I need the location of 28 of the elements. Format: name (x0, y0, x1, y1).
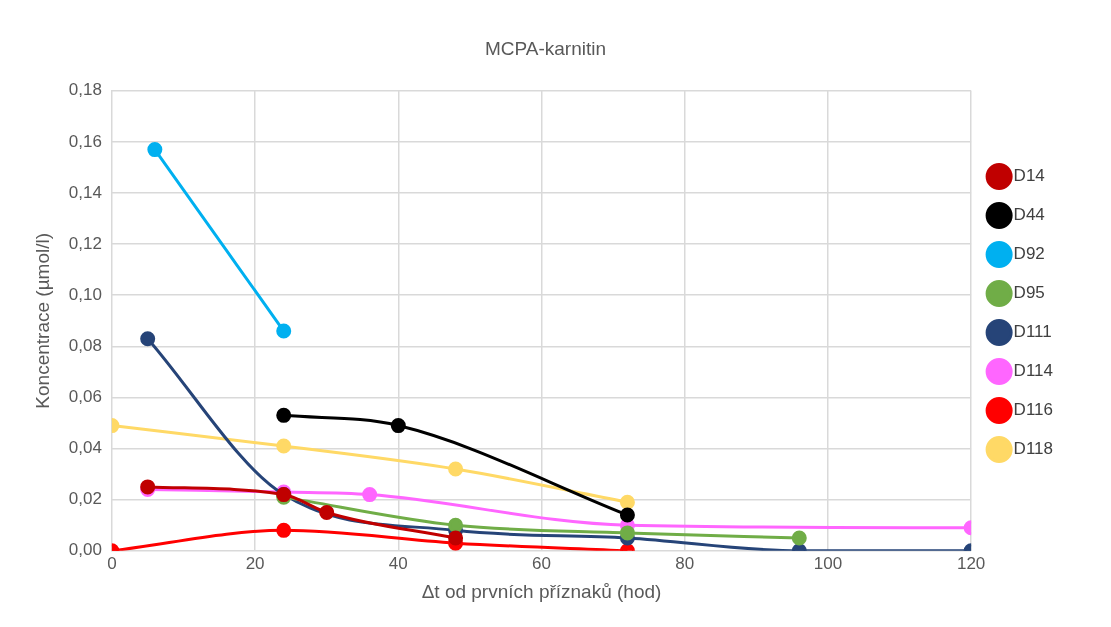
legend-label: D14 (1013, 166, 1045, 186)
y-axis-title: Koncentrace (µmol/l) (31, 232, 53, 409)
x-axis-title: Δt od prvních příznaků (hod) (421, 580, 662, 602)
y-tick-label: 0,18 (68, 80, 102, 100)
legend-label: D118 (1013, 439, 1054, 459)
legend-label: D116 (1013, 400, 1054, 420)
y-tick-label: 0,08 (68, 336, 102, 356)
y-tick-label: 0,00 (68, 540, 102, 560)
y-tick-label: 0,04 (68, 438, 102, 458)
x-tick-label: 0 (107, 553, 117, 573)
x-tick-label: 120 (956, 553, 986, 573)
x-tick-label: 20 (245, 553, 265, 573)
x-tick-label: 80 (675, 553, 695, 573)
y-tick-label: 0,10 (68, 284, 102, 304)
y-tick-label: 0,02 (68, 489, 102, 509)
legend-label: D114 (1013, 361, 1054, 381)
x-tick-label: 100 (813, 553, 843, 573)
y-tick-label: 0,06 (68, 387, 102, 407)
y-tick-label: 0,12 (68, 233, 102, 253)
legend-label: D44 (1013, 205, 1045, 225)
x-tick-label: 60 (532, 553, 551, 573)
legend-label: D111 (1013, 322, 1052, 342)
legend-label: D92 (1013, 244, 1045, 264)
y-tick-label: 0,16 (68, 131, 102, 151)
chart-title: MCPA-karnitin (484, 37, 607, 59)
legend-label: D95 (1013, 283, 1045, 303)
x-tick-label: 40 (388, 553, 408, 573)
y-tick-label: 0,14 (68, 182, 102, 202)
